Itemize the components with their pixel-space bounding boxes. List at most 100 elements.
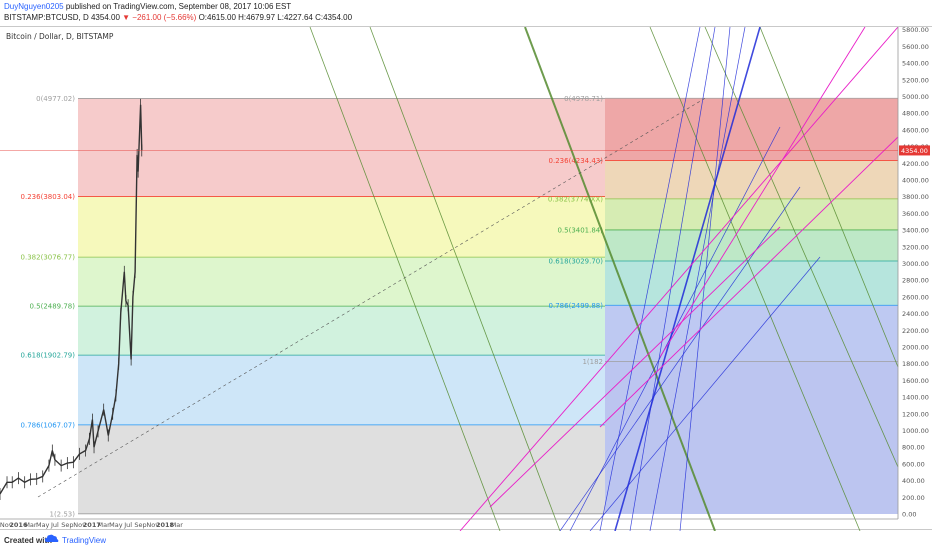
tradingview-logo-icon	[45, 534, 59, 542]
y-tick-label: 3800.00	[902, 193, 929, 201]
x-tick-label: Mar	[24, 521, 37, 529]
y-tick-label: 1000.00	[902, 427, 929, 435]
fib-small-zone	[605, 229, 898, 262]
last-price-badge	[899, 145, 930, 156]
chart-area[interactable]: 0(4977.02) 0.236(3803.04) 0.382(3076.77) 0.…	[0, 26, 932, 532]
y-tick-label: 2800.00	[902, 277, 929, 285]
y-tick-label: 2400.00	[902, 310, 929, 318]
y-tick-label: 1600.00	[902, 377, 929, 385]
y-tick-label: 5400.00	[902, 60, 929, 68]
fib-large-label: 0.382(3076.77)	[21, 254, 76, 262]
fib-large-zone	[78, 355, 605, 425]
x-tick-label: Nov	[0, 521, 13, 529]
y-tick-label: 5000.00	[902, 93, 929, 101]
fib-large-label: 1(2.53)	[49, 510, 75, 518]
fan-line	[679, 26, 731, 532]
x-tick-label: Jul	[123, 521, 132, 529]
fib-large-zone	[78, 196, 605, 258]
fib-small-label: 0.618(3029.70)	[549, 258, 604, 266]
symbol-line: BITSTAMP:BTCUSD, D 4354.00 ▼ −261.00 (−5…	[4, 13, 352, 22]
x-tick-label: 2017	[83, 521, 101, 529]
trendline	[649, 26, 861, 532]
y-tick-label: 5600.00	[902, 43, 929, 51]
chart-header: DuyNguyen0205 published on TradingView.c…	[0, 0, 932, 26]
y-tick-label: 0.00	[902, 511, 916, 519]
y-tick-label: 3600.00	[902, 210, 929, 218]
fib-small-zone	[605, 160, 898, 199]
x-tick-label: 2016	[9, 521, 28, 529]
fib-large-label: 0(4977.02)	[36, 95, 75, 103]
price-line	[0, 104, 143, 495]
fan-line	[629, 26, 716, 532]
y-tick-label: 1400.00	[902, 394, 929, 402]
tradingview-brand[interactable]: TradingView	[62, 536, 107, 545]
fib-large-label: 0.236(3803.04)	[21, 193, 76, 201]
fib-large-label: 0.618(1902.79)	[21, 352, 76, 360]
y-tick-label: 4800.00	[902, 110, 929, 118]
y-tick-label: 2200.00	[902, 327, 929, 335]
price-change: ▼ −261.00 (−5.66%)	[122, 13, 197, 22]
fib-small-zone	[605, 361, 898, 514]
fib-small-label: 0.786(2499.88)	[549, 302, 604, 310]
y-tick-label: 2600.00	[902, 293, 929, 301]
ohlc-values: O:4615.00 H:4679.97 L:4227.64 C:4354.00	[198, 13, 353, 22]
magenta-line	[659, 26, 866, 358]
y-tick-label: 4000.00	[902, 177, 929, 185]
fib-small-label: 1(182	[582, 358, 603, 366]
author-link[interactable]: DuyNguyen0205	[4, 2, 64, 11]
trendline	[704, 26, 899, 468]
y-tick-label: 4600.00	[902, 126, 929, 134]
y-tick-label: 600.00	[902, 460, 925, 468]
x-tick-label: Nov	[146, 521, 159, 529]
publish-line: DuyNguyen0205 published on TradingView.c…	[4, 2, 291, 11]
chart-svg[interactable]: 0(4977.02) 0.236(3803.04) 0.382(3076.77) 0.…	[0, 26, 932, 532]
y-tick-label: 1200.00	[902, 410, 929, 418]
fib-large-zone	[78, 257, 605, 307]
y-tick-label: 3400.00	[902, 227, 929, 235]
fib-small-label: 0(4978.71)	[564, 95, 603, 103]
publish-info: published on TradingView.com, September …	[65, 2, 292, 11]
y-tick-label: 5800.00	[902, 27, 929, 34]
x-tick-label: 2018	[156, 521, 175, 529]
y-tick-label: 3200.00	[902, 243, 929, 251]
fib-large-label: 0.5(2489.78)	[29, 303, 75, 311]
x-tick-label: Nov	[73, 521, 86, 529]
y-tick-label: 2000.00	[902, 344, 929, 352]
y-tick-label: 3000.00	[902, 260, 929, 268]
fib-large-zone	[78, 98, 605, 197]
trendline	[369, 26, 561, 532]
fib-small-label: 0.382(3774.XX)	[548, 195, 603, 203]
x-tick-label: May	[36, 521, 50, 529]
chart-title: Bitcoin / Dollar, D, BITSTAMP	[6, 32, 114, 41]
trendline	[759, 26, 899, 368]
y-tick-label: 400.00	[902, 477, 925, 485]
fib-small-zone	[605, 98, 898, 161]
y-tick-label: 1800.00	[902, 360, 929, 368]
trendline	[524, 26, 716, 532]
trendline	[309, 26, 501, 532]
x-tick-label: Sep	[61, 521, 73, 529]
fan-line	[614, 26, 761, 532]
x-tick-label: May	[109, 521, 123, 529]
y-tick-label: 4200.00	[902, 160, 929, 168]
y-tick-label: 200.00	[902, 494, 925, 502]
x-tick-label: Jul	[50, 521, 59, 529]
last-price: 4354.00	[90, 13, 120, 22]
magenta-line	[599, 136, 899, 428]
magenta-line	[459, 26, 899, 532]
created-with-label: Created with	[4, 536, 53, 545]
fib-small-label: 0.5(3401.84)	[557, 226, 603, 234]
last-price-label: 4354.00	[901, 147, 928, 155]
fib-small-zone	[605, 198, 898, 230]
fib-large-label: 0.786(1067.07)	[21, 421, 76, 429]
fib-small-zone	[605, 261, 898, 306]
fan-line	[649, 26, 746, 532]
fan-line	[589, 256, 821, 532]
footer: Created with TradingView	[0, 530, 932, 550]
fib-small-zone	[605, 305, 898, 362]
x-tick-label: Mar	[171, 521, 184, 529]
symbol-label: BITSTAMP:BTCUSD, D	[4, 13, 89, 22]
fib-large-zone	[78, 306, 605, 356]
magenta-line	[489, 226, 781, 508]
fib-large-zone	[78, 424, 605, 514]
